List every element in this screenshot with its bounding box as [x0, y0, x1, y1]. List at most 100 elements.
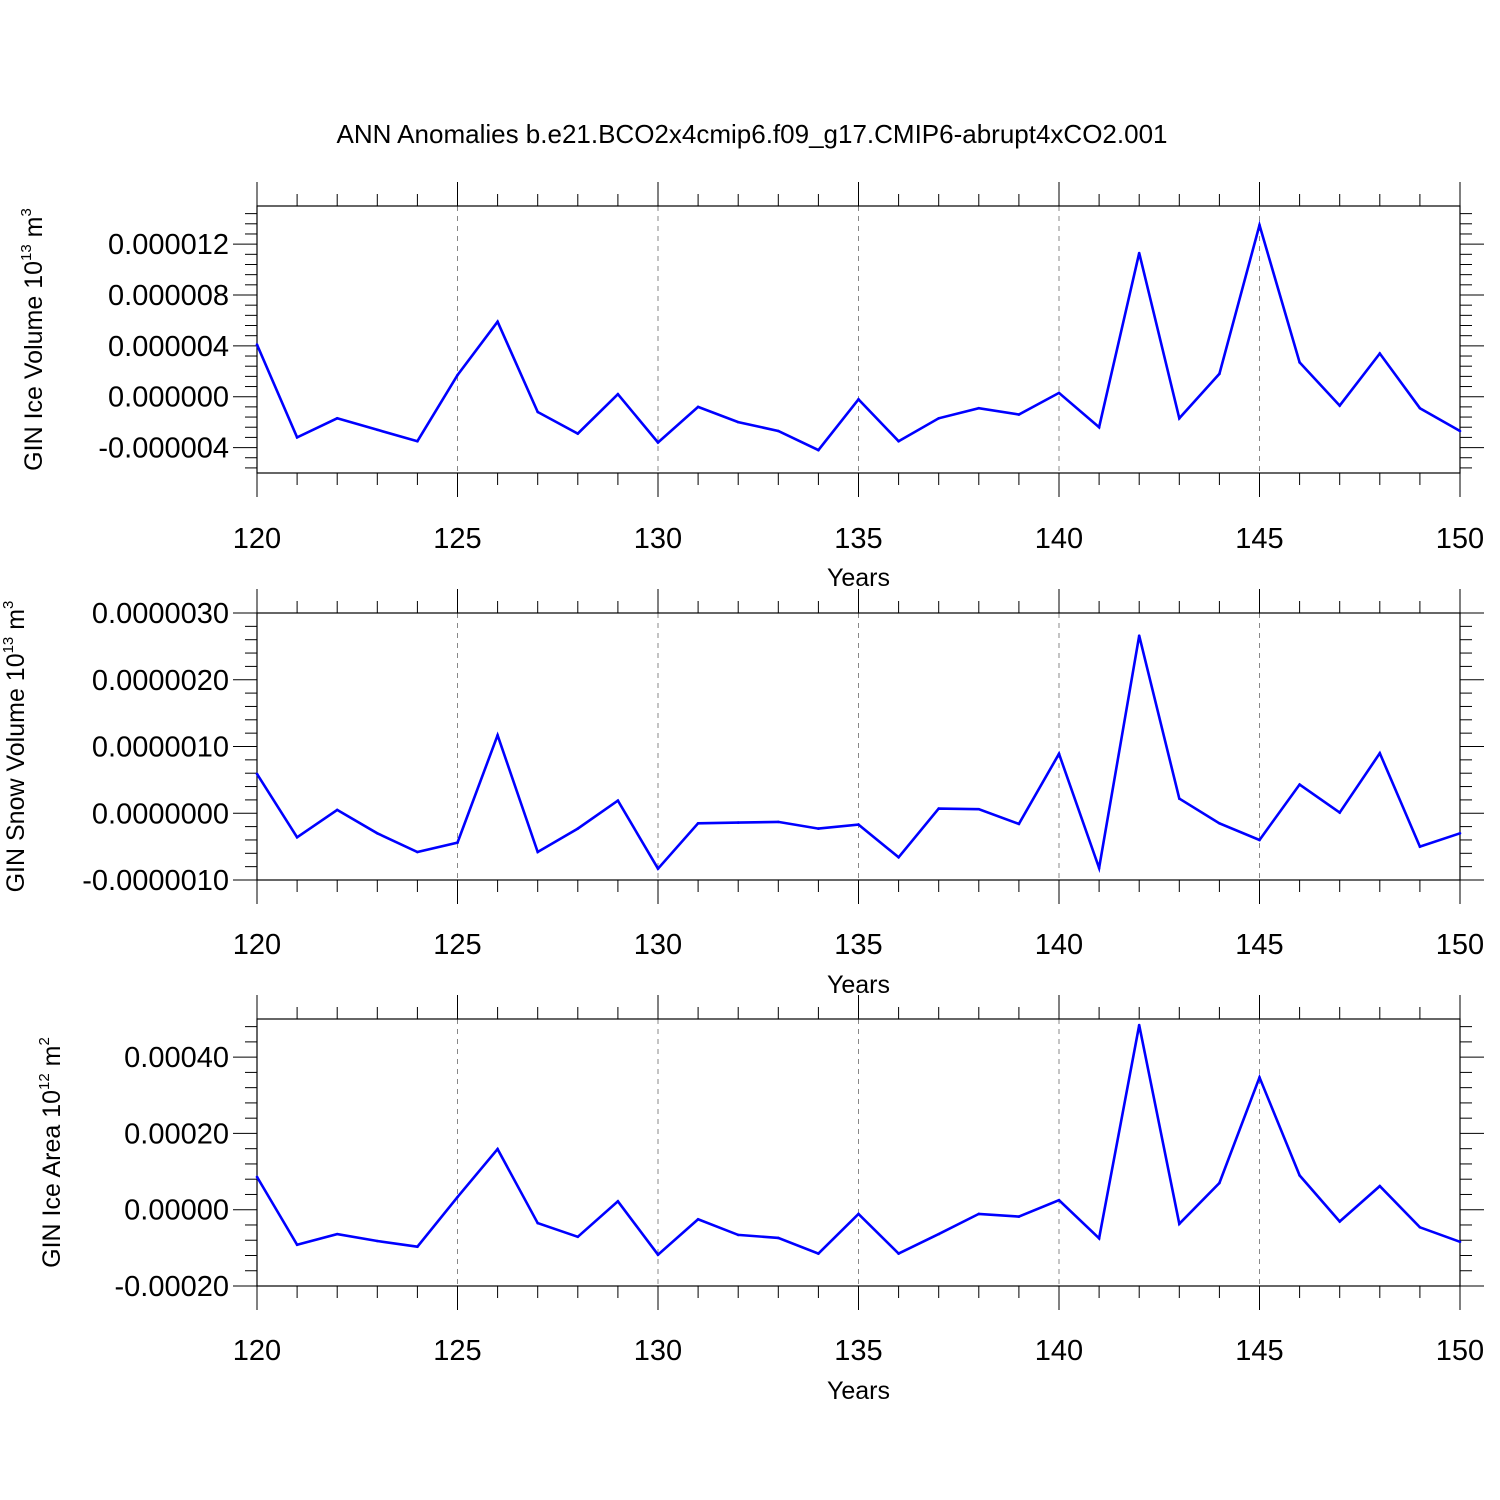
data-point	[376, 428, 379, 432]
y-tick-label: 0.00040	[124, 1042, 229, 1074]
data-point	[696, 1217, 700, 1221]
data-point	[536, 410, 539, 414]
x-tick-label: 150	[1436, 1335, 1484, 1367]
data-point	[255, 772, 259, 776]
data-point	[1178, 797, 1181, 800]
data-point	[1137, 634, 1141, 637]
data-point	[1097, 1237, 1101, 1240]
x-tick-label: 135	[834, 929, 882, 961]
data-point	[376, 1239, 379, 1243]
x-tick-label: 125	[433, 523, 481, 555]
data-point	[1017, 413, 1021, 416]
data-point	[817, 448, 820, 452]
data-point	[857, 397, 860, 401]
data-point	[937, 1232, 940, 1236]
data-point	[496, 733, 499, 737]
data-point	[1017, 1215, 1021, 1218]
data-point	[416, 439, 419, 443]
data-point	[977, 406, 981, 410]
data-point	[1338, 404, 1341, 407]
data-point	[777, 820, 780, 824]
data-point	[897, 856, 900, 859]
data-point	[1298, 1174, 1301, 1177]
x-tick-label: 145	[1235, 523, 1283, 555]
figure-title: ANN Anomalies b.e21.BCO2x4cmip6.f09_g17.…	[337, 119, 1168, 149]
data-point	[616, 392, 620, 396]
data-point	[416, 850, 419, 854]
data-point	[616, 799, 620, 802]
y-tick-label: 0.00020	[124, 1118, 229, 1150]
x-tick-label: 150	[1436, 523, 1484, 555]
data-point	[536, 1221, 539, 1225]
data-point	[736, 1233, 740, 1237]
data-point	[576, 432, 580, 435]
data-point	[1418, 406, 1422, 410]
x-tick-label: 125	[433, 929, 481, 961]
data-point	[1218, 821, 1221, 825]
x-tick-label: 130	[634, 929, 682, 961]
data-point	[656, 1253, 660, 1257]
x-tick-label: 130	[634, 523, 682, 555]
data-point	[1378, 1184, 1382, 1188]
data-point	[496, 1147, 499, 1151]
y-tick-label: 0.0000020	[92, 665, 229, 697]
y-axis-title: GIN Ice Area 1012 m2	[36, 1037, 66, 1268]
data-point	[1458, 429, 1462, 433]
y-tick-label: 0.000012	[108, 229, 229, 261]
data-point	[1218, 1181, 1221, 1185]
data-point	[335, 808, 339, 812]
data-point	[736, 821, 740, 824]
data-point	[777, 429, 780, 433]
data-point	[1298, 783, 1301, 786]
x-tick-label: 140	[1035, 929, 1083, 961]
y-tick-label: 0.000008	[108, 280, 229, 312]
data-point	[456, 1195, 459, 1199]
data-point	[1057, 1198, 1061, 1202]
data-point	[937, 807, 940, 810]
data-point	[656, 441, 660, 444]
data-point	[1137, 251, 1141, 255]
data-point	[1258, 223, 1261, 227]
data-point	[1178, 1222, 1181, 1226]
x-tick-label: 145	[1235, 1335, 1283, 1367]
data-point	[1458, 831, 1462, 835]
data-point	[857, 823, 860, 826]
data-point	[295, 1243, 299, 1247]
data-point	[335, 1232, 339, 1236]
data-point	[1097, 425, 1101, 429]
y-tick-label: 0.000000	[108, 382, 229, 414]
data-point	[255, 343, 259, 346]
panel-2: 120 125 130 135 140 145 150 Years -0.0000010 0.00…	[0, 589, 1484, 999]
y-tick-label: 0.0000000	[92, 798, 229, 830]
x-tick-label: 120	[233, 929, 281, 961]
y-tick-label: -0.0000010	[82, 865, 229, 897]
data-point	[456, 841, 459, 844]
data-point	[696, 405, 700, 409]
x-axis-title: Years	[827, 1377, 890, 1405]
data-point	[1258, 838, 1261, 842]
x-tick-label: 120	[233, 523, 281, 555]
data-point	[1137, 1023, 1141, 1027]
data-point	[736, 420, 740, 424]
data-point	[1218, 372, 1221, 376]
data-point	[576, 1235, 580, 1239]
data-point	[1378, 751, 1382, 755]
data-point	[416, 1245, 419, 1249]
data-point	[335, 417, 339, 420]
data-point	[576, 827, 580, 830]
data-point	[456, 373, 459, 377]
x-tick-label: 125	[433, 1335, 481, 1367]
data-point	[536, 850, 539, 854]
data-point	[977, 807, 981, 811]
y-axis-title: GIN Ice Volume 1013 m3	[18, 208, 48, 471]
data-point	[1057, 391, 1061, 395]
panel-1: 120 125 130 135 140 145 150 Years -0.000004 0.000…	[18, 182, 1484, 592]
data-point	[777, 1236, 780, 1240]
x-axis-title: Years	[827, 971, 890, 999]
x-tick-label: 145	[1235, 929, 1283, 961]
data-point	[1178, 417, 1181, 420]
data-point	[1458, 1240, 1462, 1244]
data-point	[1097, 866, 1101, 870]
x-tick-label: 135	[834, 523, 882, 555]
